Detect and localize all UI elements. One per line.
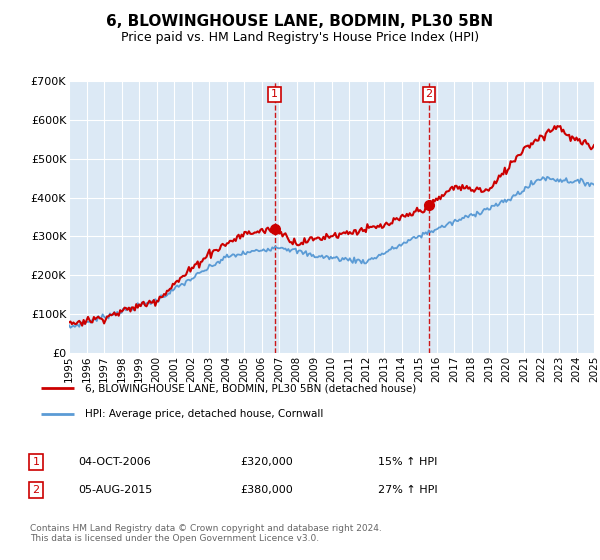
- Text: 2: 2: [425, 90, 433, 99]
- Text: 27% ↑ HPI: 27% ↑ HPI: [378, 485, 437, 495]
- Text: £380,000: £380,000: [240, 485, 293, 495]
- Text: 05-AUG-2015: 05-AUG-2015: [78, 485, 152, 495]
- Text: Price paid vs. HM Land Registry's House Price Index (HPI): Price paid vs. HM Land Registry's House …: [121, 31, 479, 44]
- Text: 2: 2: [32, 485, 40, 495]
- Text: 1: 1: [271, 90, 278, 99]
- Text: Contains HM Land Registry data © Crown copyright and database right 2024.
This d: Contains HM Land Registry data © Crown c…: [30, 524, 382, 543]
- Text: 6, BLOWINGHOUSE LANE, BODMIN, PL30 5BN: 6, BLOWINGHOUSE LANE, BODMIN, PL30 5BN: [106, 14, 494, 29]
- Text: 15% ↑ HPI: 15% ↑ HPI: [378, 457, 437, 467]
- Text: 6, BLOWINGHOUSE LANE, BODMIN, PL30 5BN (detached house): 6, BLOWINGHOUSE LANE, BODMIN, PL30 5BN (…: [85, 384, 416, 393]
- Text: £320,000: £320,000: [240, 457, 293, 467]
- Text: 1: 1: [32, 457, 40, 467]
- Text: HPI: Average price, detached house, Cornwall: HPI: Average price, detached house, Corn…: [85, 409, 323, 418]
- Text: 04-OCT-2006: 04-OCT-2006: [78, 457, 151, 467]
